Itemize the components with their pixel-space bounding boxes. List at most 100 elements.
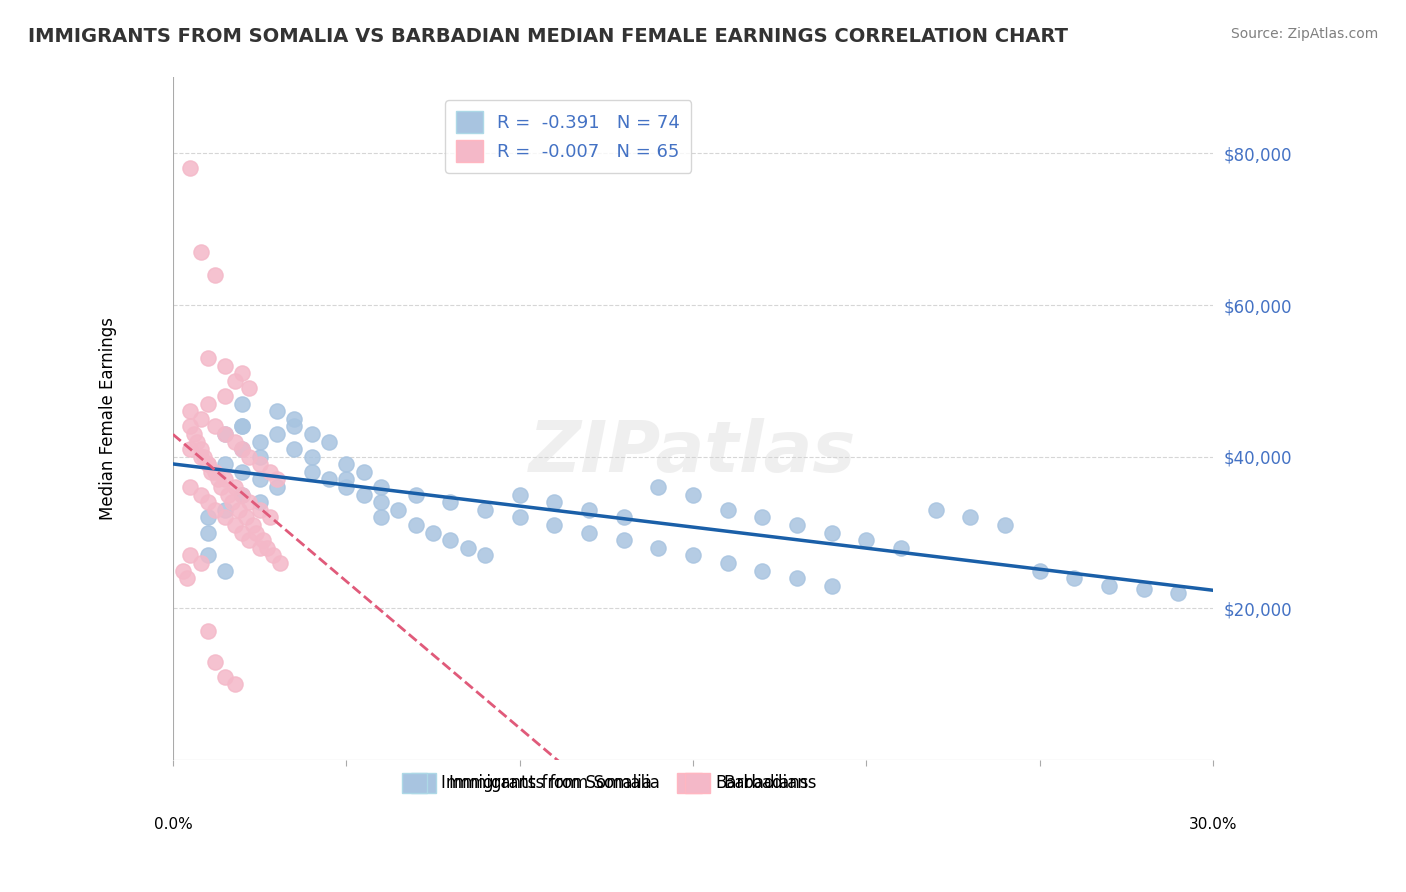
Point xyxy=(353,465,375,479)
Point xyxy=(1132,582,1154,597)
Point xyxy=(204,419,226,434)
Point xyxy=(578,503,600,517)
Point xyxy=(214,427,236,442)
Point xyxy=(786,571,808,585)
Y-axis label: Median Female Earnings: Median Female Earnings xyxy=(100,318,117,520)
Point xyxy=(238,495,260,509)
Point xyxy=(207,473,229,487)
Point xyxy=(1098,579,1121,593)
Point xyxy=(249,473,271,487)
Point xyxy=(509,488,531,502)
Point xyxy=(509,510,531,524)
Point xyxy=(370,495,392,509)
Point xyxy=(197,458,219,472)
Point xyxy=(197,549,219,563)
Point xyxy=(224,434,246,449)
Text: Source: ZipAtlas.com: Source: ZipAtlas.com xyxy=(1230,27,1378,41)
Point xyxy=(235,510,257,524)
Point xyxy=(751,510,773,524)
Point xyxy=(266,473,288,487)
Point xyxy=(457,541,479,555)
Point xyxy=(266,480,288,494)
Point xyxy=(179,442,201,457)
Point xyxy=(387,503,409,517)
Point xyxy=(204,465,226,479)
Point xyxy=(890,541,912,555)
Point xyxy=(242,518,264,533)
Point xyxy=(301,427,323,442)
Point xyxy=(228,503,250,517)
Point xyxy=(179,404,201,418)
Point xyxy=(231,419,253,434)
Point xyxy=(214,564,236,578)
Point xyxy=(249,458,271,472)
Point xyxy=(190,488,212,502)
Point xyxy=(1028,564,1050,578)
Point xyxy=(231,366,253,380)
Point xyxy=(204,655,226,669)
Point xyxy=(197,510,219,524)
Point xyxy=(190,412,212,426)
Point xyxy=(855,533,877,548)
Point xyxy=(612,533,634,548)
Point xyxy=(578,525,600,540)
Point xyxy=(405,488,427,502)
Point xyxy=(238,533,260,548)
Point xyxy=(262,549,284,563)
Point xyxy=(370,510,392,524)
Point xyxy=(256,541,278,555)
Point xyxy=(245,525,267,540)
Point xyxy=(231,465,253,479)
Point xyxy=(179,161,201,176)
Point xyxy=(543,518,565,533)
Point xyxy=(190,450,212,464)
Point xyxy=(214,389,236,403)
Point xyxy=(231,442,253,457)
Point xyxy=(176,571,198,585)
Point xyxy=(335,480,357,494)
Point xyxy=(190,442,212,457)
Point xyxy=(647,480,669,494)
Point xyxy=(214,458,236,472)
Point xyxy=(197,351,219,365)
Point xyxy=(231,488,253,502)
Point xyxy=(221,495,243,509)
Point xyxy=(197,495,219,509)
Point xyxy=(1167,586,1189,600)
Point xyxy=(283,419,305,434)
Point xyxy=(249,541,271,555)
Point xyxy=(751,564,773,578)
Point xyxy=(249,495,271,509)
Text: 0.0%: 0.0% xyxy=(153,817,193,832)
Point xyxy=(197,397,219,411)
Point xyxy=(211,480,233,494)
Point xyxy=(786,518,808,533)
Point xyxy=(1063,571,1085,585)
Point xyxy=(439,533,461,548)
Point xyxy=(301,450,323,464)
Point xyxy=(474,549,496,563)
Point xyxy=(183,427,205,442)
Point xyxy=(249,450,271,464)
Point xyxy=(259,465,281,479)
Point xyxy=(231,419,253,434)
Text: 30.0%: 30.0% xyxy=(1188,817,1237,832)
Point xyxy=(266,404,288,418)
Point xyxy=(283,442,305,457)
Point xyxy=(301,465,323,479)
Point xyxy=(197,624,219,639)
Legend: Immigrants from Somalia, Barbadians: Immigrants from Somalia, Barbadians xyxy=(396,766,824,799)
Point xyxy=(172,564,194,578)
Point xyxy=(612,510,634,524)
Point xyxy=(249,434,271,449)
Point xyxy=(224,374,246,388)
Point xyxy=(214,473,236,487)
Point xyxy=(224,518,246,533)
Point xyxy=(924,503,946,517)
Point xyxy=(716,556,738,570)
Point xyxy=(682,488,704,502)
Point xyxy=(179,419,201,434)
Point xyxy=(231,488,253,502)
Point xyxy=(238,381,260,395)
Point xyxy=(820,579,842,593)
